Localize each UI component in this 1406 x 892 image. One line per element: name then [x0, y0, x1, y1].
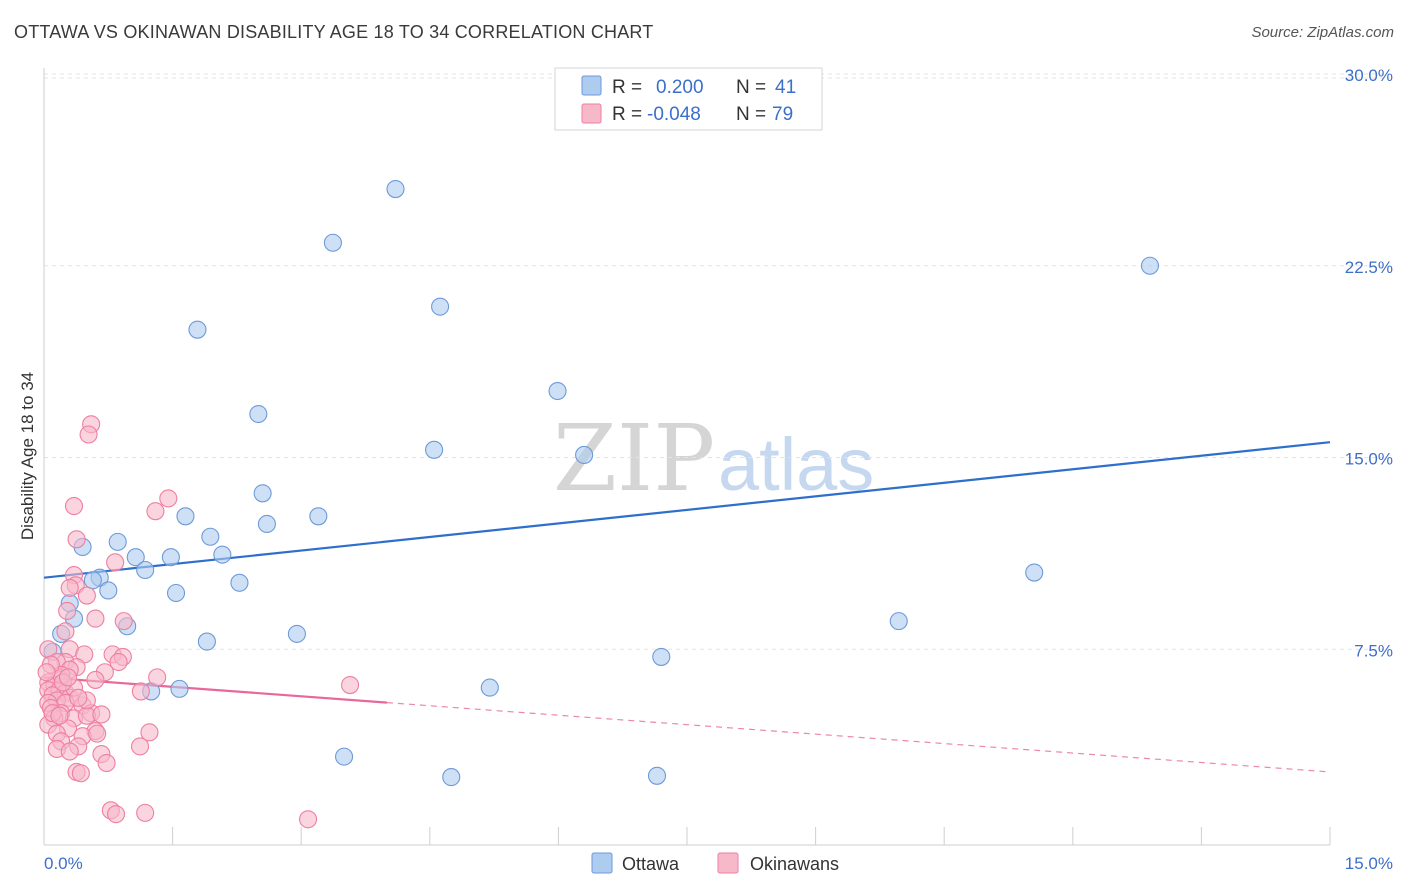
- okinawan-point: [79, 425, 98, 444]
- series-legend-swatch-okinawans: [717, 852, 739, 874]
- okinawan-point: [130, 737, 150, 756]
- okinawan-point: [69, 688, 88, 707]
- ottawa-point: [136, 560, 155, 580]
- okinawan-point: [86, 609, 105, 628]
- okinawan-point: [60, 742, 79, 761]
- okinawan-point: [148, 668, 167, 687]
- stats-legend: R = 0.200 N = 41 R = -0.048 N = 79: [554, 67, 823, 131]
- okinawan-point: [77, 586, 96, 605]
- ottawa-point: [230, 573, 249, 592]
- ottawa-point: [889, 612, 908, 631]
- ottawa-point: [431, 297, 450, 316]
- ottawa-point: [386, 180, 405, 199]
- y-tick-label: 22.5%: [1345, 258, 1393, 277]
- ottawa-point: [480, 678, 499, 697]
- ottawa-point: [201, 527, 220, 546]
- ottawa-point: [425, 440, 444, 459]
- okinawan-point: [140, 723, 159, 742]
- legend-swatch-ottawa: [581, 75, 602, 96]
- y-axis-title: Disability Age 18 to 34: [18, 372, 37, 540]
- chart-title: OTTAWA VS OKINAWAN DISABILITY AGE 18 TO …: [14, 22, 654, 42]
- gridlines: [44, 73, 1390, 650]
- legend-r-value-ottawa: 0.200: [656, 77, 704, 98]
- okinawan-point: [60, 578, 79, 597]
- tick-labels: 7.5% 15.0% 22.5% 30.0% 0.0% 15.0%: [44, 66, 1393, 873]
- ottawa-trend-line: [43, 441, 1331, 579]
- okinawan-point: [109, 652, 128, 672]
- okinawan-point: [58, 668, 78, 687]
- okinawan-point: [136, 803, 155, 822]
- source-credit: Source: ZipAtlas.com: [1251, 24, 1394, 41]
- ottawa-point: [548, 381, 567, 401]
- ottawa-point: [1140, 256, 1160, 275]
- ottawa-point: [170, 679, 189, 698]
- okinawan-point: [299, 810, 318, 829]
- ottawa-point: [652, 647, 671, 666]
- series-legend-label-okinawans: Okinawans: [750, 854, 839, 874]
- okinawan-point: [146, 502, 165, 521]
- ottawa-point: [126, 548, 145, 567]
- ottawa-point: [161, 548, 180, 567]
- ottawa-point: [249, 404, 268, 424]
- ottawa-point: [176, 507, 195, 526]
- okinawan-point: [71, 764, 90, 783]
- series-legend-swatch-ottawa: [591, 852, 613, 874]
- y-tick-label: 30.0%: [1345, 66, 1393, 85]
- ottawa-point: [309, 507, 328, 526]
- okinawan-point: [341, 675, 360, 695]
- okinawan-point: [88, 724, 107, 743]
- okinawan-point: [106, 553, 125, 572]
- okinawan-point: [56, 622, 75, 641]
- ottawa-point: [257, 514, 276, 534]
- x-tick-label: 0.0%: [44, 854, 83, 873]
- x-tick-label: 15.0%: [1345, 854, 1393, 873]
- okinawan-point: [58, 601, 77, 620]
- okinawan-point: [97, 753, 116, 773]
- ottawa-point: [99, 581, 118, 600]
- legend-n-value-ottawa: 41: [775, 77, 796, 98]
- y-tick-label: 15.0%: [1345, 450, 1393, 469]
- ottawa-point: [575, 445, 594, 464]
- legend-swatch-okinawan: [581, 103, 602, 124]
- series-legend: Ottawa Okinawans: [591, 852, 839, 874]
- okinawan-point: [92, 705, 111, 724]
- ottawa-point: [213, 545, 232, 564]
- ottawa-point: [335, 747, 354, 766]
- okinawan-point: [159, 489, 178, 508]
- legend-n-value-okinawan: 79: [772, 104, 793, 125]
- okinawan-point: [50, 706, 69, 725]
- legend-r-label-ottawa: R =: [612, 77, 642, 98]
- ottawa-point: [442, 768, 461, 787]
- okinawan-point: [131, 682, 150, 701]
- ottawa-point: [108, 532, 127, 551]
- ottawa-point: [188, 320, 207, 339]
- ottawa-point: [253, 484, 272, 503]
- y-tick-label: 7.5%: [1354, 641, 1393, 660]
- okinawan-point: [37, 663, 56, 682]
- okinawan-point: [114, 612, 133, 631]
- ottawa-point: [197, 632, 216, 651]
- legend-n-label-okinawan: N =: [736, 104, 766, 125]
- data-points: [37, 180, 1160, 829]
- okinawans-trend-line-dashed: [386, 702, 1331, 773]
- legend-r-value-okinawan: -0.048: [647, 104, 701, 125]
- ottawa-point: [647, 766, 667, 785]
- okinawan-point: [86, 670, 105, 689]
- ottawa-point: [323, 233, 342, 252]
- ottawa-point: [287, 624, 306, 643]
- okinawan-point: [64, 497, 84, 516]
- okinawan-point: [67, 530, 86, 549]
- ottawa-point: [83, 571, 102, 590]
- series-legend-label-ottawa: Ottawa: [622, 854, 680, 874]
- ottawa-point: [1025, 563, 1044, 582]
- ottawa-point: [166, 583, 186, 603]
- legend-n-label-ottawa: N =: [736, 77, 766, 98]
- okinawan-point: [106, 805, 126, 824]
- legend-r-label-okinawan: R =: [612, 104, 642, 125]
